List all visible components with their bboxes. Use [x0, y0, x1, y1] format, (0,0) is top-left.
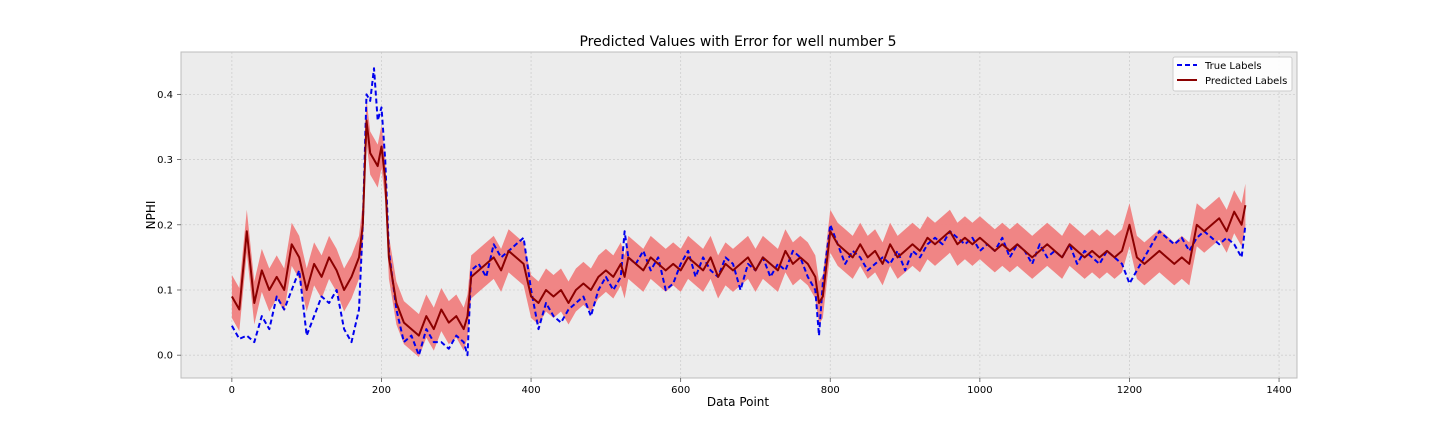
legend: True Labels Predicted Labels: [1172, 56, 1293, 92]
axes: [180, 51, 1298, 379]
legend-label-true: True Labels: [1204, 61, 1262, 72]
y-tick-label: 0.4: [157, 90, 173, 101]
series-layer: [231, 67, 1247, 357]
x-tick-label: 1400: [1266, 385, 1291, 396]
x-tick-label: 200: [372, 385, 391, 396]
legend-box: [1172, 56, 1293, 92]
y-tick-label: 0.2: [157, 220, 173, 231]
y-tick-label: 0.0: [157, 351, 173, 362]
x-tick-label: 600: [671, 385, 690, 396]
legend-label-predicted: Predicted Labels: [1205, 76, 1287, 87]
x-tick-label: 1200: [1117, 385, 1142, 396]
x-axis-label: Data Point: [707, 395, 770, 409]
axes-frame: [180, 51, 1298, 379]
chart-title: Predicted Values with Error for well num…: [579, 34, 896, 50]
error-band: [231, 98, 1246, 358]
tick-layer: 0 200 400 600 800 1000 1200 1400 0.0 0.1 0.2 0.3 0.4: [157, 90, 1292, 396]
y-tick-label: 0.1: [157, 285, 173, 296]
x-tick-label: 800: [821, 385, 840, 396]
x-tick-label: 0: [229, 385, 235, 396]
y-tick-label: 0.3: [157, 155, 173, 166]
series-predicted-labels-line: [231, 119, 1247, 337]
series-true-labels-line: [231, 67, 1247, 357]
x-tick-label: 400: [522, 385, 541, 396]
error-band-layer: [231, 98, 1246, 358]
y-axis-label: NPHI: [144, 201, 158, 230]
x-tick-label: 1000: [967, 385, 992, 396]
